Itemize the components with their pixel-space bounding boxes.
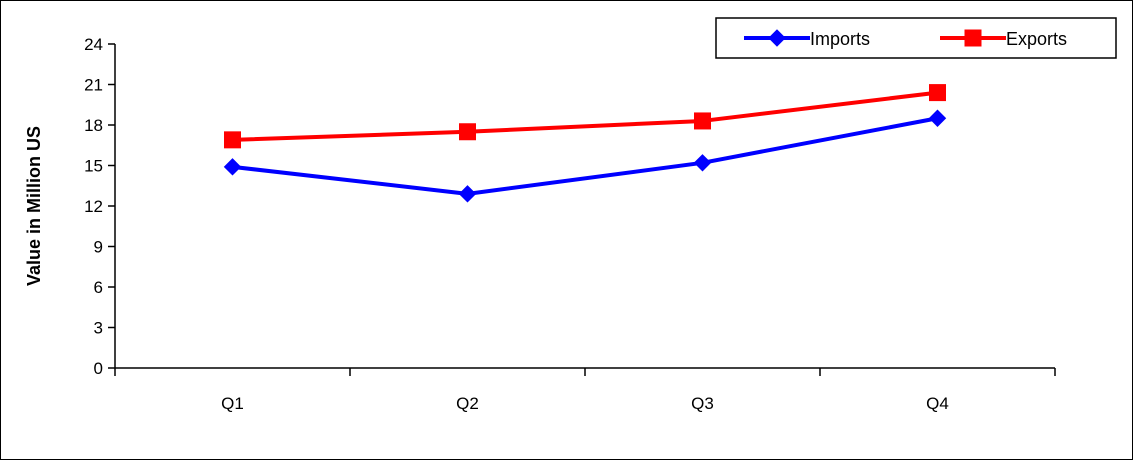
legend-items: Imports Exports — [744, 29, 1067, 49]
x-tick-label: Q1 — [221, 394, 244, 413]
data-point-imports — [223, 158, 242, 176]
y-tick-label: 12 — [84, 197, 103, 216]
y-tick-label: 6 — [94, 278, 103, 297]
data-point-imports — [928, 109, 947, 127]
x-tick-label: Q2 — [456, 394, 479, 413]
legend: Imports Exports — [715, 17, 1117, 59]
y-tick-label: 9 — [94, 238, 103, 257]
y-tick-label: 24 — [84, 35, 103, 54]
series-line-imports — [232, 116, 938, 196]
y-tick-label: 18 — [84, 116, 103, 135]
legend-marker-imports — [768, 29, 786, 47]
x-tick-label: Q4 — [926, 394, 949, 413]
y-tick-label: 21 — [84, 76, 103, 95]
legend-item-exports: Exports — [940, 29, 1067, 49]
data-point-imports — [458, 185, 477, 203]
series-imports — [223, 109, 947, 203]
legend-label-exports: Exports — [1006, 29, 1067, 49]
data-point-exports — [694, 112, 711, 130]
legend-label-imports: Imports — [810, 29, 870, 49]
x-axis: Q1 Q2 Q3 Q4 — [114, 367, 1056, 413]
series-line-exports — [232, 90, 938, 142]
legend-marker-exports — [964, 29, 982, 47]
series-exports — [224, 84, 946, 149]
y-tick-label: 15 — [84, 157, 103, 176]
data-point-exports — [224, 131, 241, 149]
data-point-exports — [929, 84, 946, 102]
y-axis: 0 3 6 9 12 15 18 21 24 — [84, 35, 116, 378]
y-tick-label: 3 — [94, 319, 103, 338]
series-layer — [223, 84, 947, 203]
legend-item-imports: Imports — [744, 29, 870, 49]
x-tick-label: Q3 — [691, 394, 714, 413]
y-tick-label: 0 — [94, 359, 103, 378]
data-point-imports — [693, 154, 712, 172]
data-point-exports — [459, 123, 476, 141]
y-axis-title: Value in Million US — [24, 126, 44, 286]
